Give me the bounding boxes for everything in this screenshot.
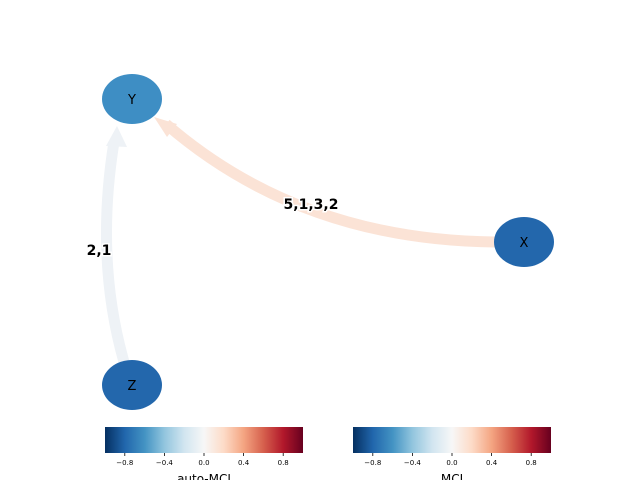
colorbar-tick-label: 0.8 xyxy=(526,459,537,467)
edge-x-to-y: 5,1,3,2 xyxy=(154,117,496,248)
colorbar-tick-label: −0.8 xyxy=(364,459,381,467)
colorbar-tick-label: −0.8 xyxy=(116,459,133,467)
node-x-label: X xyxy=(520,236,529,251)
edge-z-to-y-label: 2,1 xyxy=(87,243,112,259)
edge-x-to-y-arrowhead xyxy=(154,117,177,137)
colorbar-mci-title: MCI xyxy=(441,472,463,480)
node-x-circle[interactable] xyxy=(494,217,554,267)
node-x[interactable]: X xyxy=(494,217,554,267)
colorbar-tick-label: 0.0 xyxy=(198,459,209,467)
edge-x-to-y-line xyxy=(162,119,496,248)
colorbar-auto-mci-gradient xyxy=(105,427,303,453)
node-y-label: Y xyxy=(127,93,136,108)
edge-z-to-y-arrowhead xyxy=(106,126,127,147)
node-z-label: Z xyxy=(128,379,137,394)
node-y[interactable]: Y xyxy=(102,74,162,124)
edge-x-to-y-label: 5,1,3,2 xyxy=(284,197,339,213)
colorbar-mci: −0.8 −0.4 0.0 0.4 0.8 MCI xyxy=(353,427,551,480)
colorbar-auto-mci: −0.8 −0.4 0.0 0.4 0.8 auto-MCI xyxy=(105,427,303,480)
colorbar-auto-mci-title: auto-MCI xyxy=(177,472,231,480)
node-z-circle[interactable] xyxy=(102,360,162,410)
colorbar-tick-label: −0.4 xyxy=(404,459,422,467)
node-z[interactable]: Z xyxy=(102,360,162,410)
colorbar-tick-label: 0.8 xyxy=(278,459,289,467)
colorbar-tick-label: 0.4 xyxy=(486,459,498,467)
colorbar-tick-label: 0.4 xyxy=(238,459,250,467)
colorbar-auto-mci-ticks: −0.8 −0.4 0.0 0.4 0.8 xyxy=(116,453,289,467)
node-y-circle[interactable] xyxy=(102,74,162,124)
colorbar-mci-gradient xyxy=(353,427,551,453)
colorbar-tick-label: 0.0 xyxy=(446,459,457,467)
colorbar-tick-label: −0.4 xyxy=(156,459,174,467)
edge-z-to-y: 2,1 xyxy=(85,126,130,364)
colorbar-mci-ticks: −0.8 −0.4 0.0 0.4 0.8 xyxy=(364,453,537,467)
edge-z-to-y-line xyxy=(100,141,130,364)
